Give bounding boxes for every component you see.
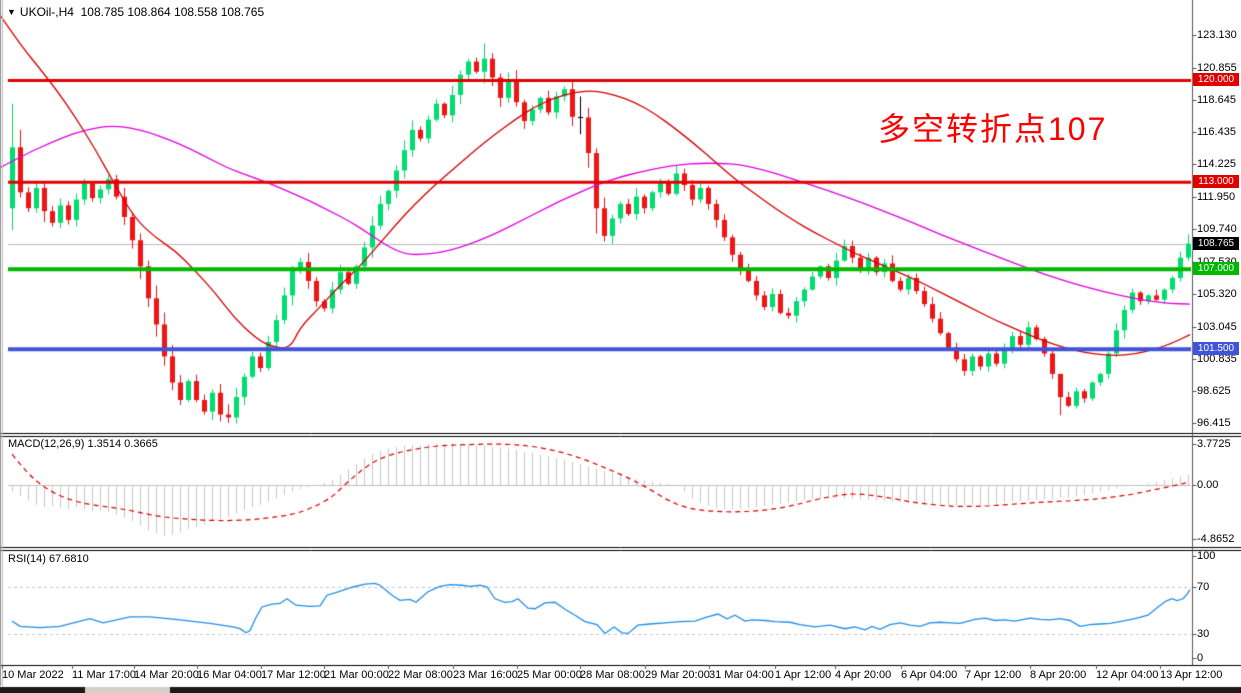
price-badge-101.500: 101.500 [1193, 342, 1239, 355]
time-axis-label: 16 Mar 04:00 [197, 669, 262, 681]
rsi-tick-label: 100 [1197, 550, 1216, 562]
time-axis-label: 8 Apr 20:00 [1030, 669, 1087, 681]
price-tick-label: 100.835 [1197, 353, 1237, 365]
time-axis-label: 14 Mar 20:00 [134, 669, 199, 681]
price-tick-label: 98.625 [1197, 385, 1231, 397]
time-axis-label: 25 Mar 00:00 [517, 669, 582, 681]
time-axis-label: 4 Apr 20:00 [835, 669, 892, 681]
collapse-triangle-icon[interactable]: ▼ [7, 7, 16, 17]
price-badge-113.000: 113.000 [1193, 175, 1239, 188]
time-axis-label: 7 Apr 12:00 [965, 669, 1022, 681]
price-badge-120.000: 120.000 [1193, 73, 1239, 86]
time-axis-label: 23 Mar 16:00 [453, 669, 518, 681]
time-axis-label: 22 Mar 08:00 [388, 669, 453, 681]
price-tick-label: 105.320 [1197, 288, 1237, 300]
time-axis-label: 1 Apr 12:00 [775, 669, 832, 681]
macd-tick-label: 3.7725 [1197, 438, 1231, 450]
chart-annotation-text: 多空转折点107 [878, 111, 1108, 147]
price-tick-label: 111.950 [1197, 191, 1236, 203]
macd-indicator-label: MACD(12,26,9) 1.3514 0.3665 [8, 438, 158, 450]
price-badge-107.000: 107.000 [1193, 262, 1239, 275]
macd-tick-label: 0.00 [1197, 479, 1219, 491]
symbol-header: ▼ UKOil-,H4 108.785 108.864 108.558 108.7… [7, 5, 264, 19]
price-tick-label: 120.855 [1197, 62, 1237, 74]
price-tick-label: 116.435 [1197, 126, 1236, 138]
macd-name: MACD(12,26,9) [8, 438, 85, 450]
rsi-name: RSI(14) [8, 553, 46, 565]
price-tick-label: 123.130 [1197, 29, 1237, 41]
symbol-name: UKOil-,H4 [19, 5, 74, 19]
rsi-tick-label: 30 [1197, 628, 1210, 640]
time-axis-label: 12 Apr 04:00 [1096, 669, 1159, 681]
macd-values: 1.3514 0.3665 [87, 438, 158, 450]
price-tick-label: 118.645 [1197, 94, 1236, 106]
time-axis-label: 10 Mar 2022 [2, 669, 64, 681]
rsi-value: 67.6810 [48, 553, 89, 565]
price-tick-label: 109.740 [1197, 223, 1237, 235]
time-axis-label: 13 Apr 12:00 [1160, 669, 1223, 681]
price-badge-108.765: 108.765 [1193, 237, 1239, 250]
time-axis-label: 28 Mar 08:00 [580, 669, 645, 681]
time-axis-label: 17 Mar 12:00 [261, 669, 326, 681]
rsi-indicator-label: RSI(14) 67.6810 [8, 553, 89, 565]
price-tick-label: 103.045 [1197, 321, 1237, 333]
price-tick-label: 96.415 [1197, 417, 1231, 429]
symbol-ohlc: 108.785 108.864 108.558 108.765 [80, 5, 265, 19]
time-axis-label: 21 Mar 00:00 [324, 669, 389, 681]
rsi-tick-label: 0 [1197, 652, 1204, 664]
rsi-tick-label: 70 [1197, 581, 1210, 593]
time-axis-label: 6 Apr 04:00 [901, 669, 958, 681]
macd-tick-label: -4.8652 [1197, 533, 1235, 545]
price-tick-label: 114.225 [1197, 158, 1236, 170]
time-axis-label: 31 Mar 04:00 [709, 669, 774, 681]
time-axis-label: 29 Mar 20:00 [645, 669, 710, 681]
time-axis-label: 11 Mar 17:00 [72, 669, 137, 681]
